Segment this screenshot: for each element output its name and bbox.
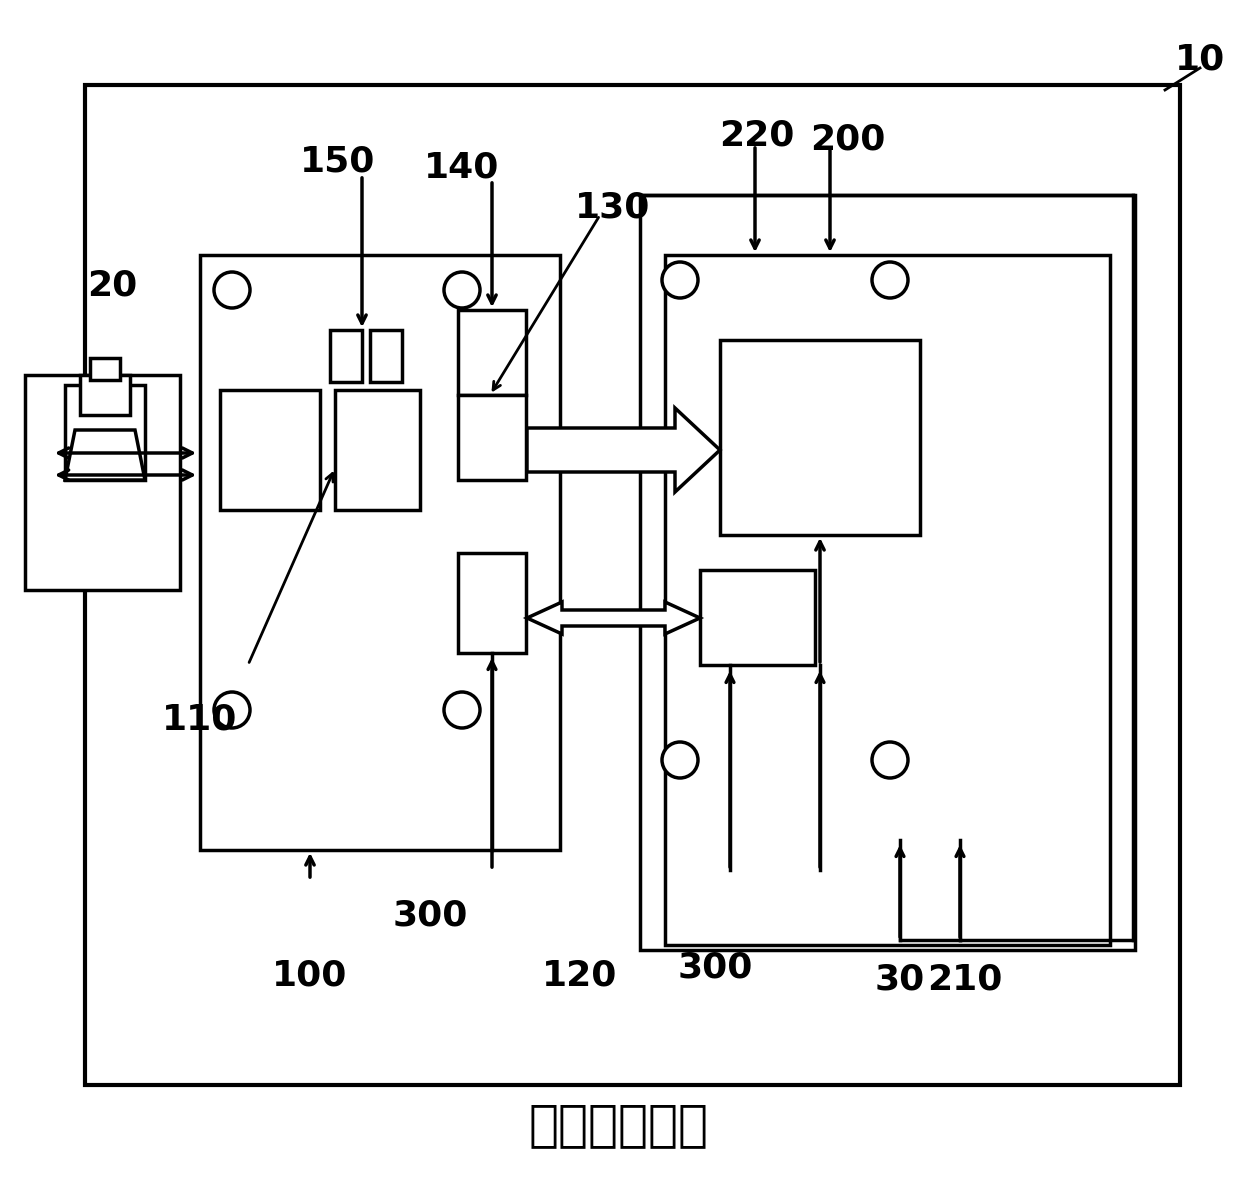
Polygon shape xyxy=(64,430,145,480)
Bar xyxy=(720,340,921,535)
Circle shape xyxy=(662,742,698,778)
Polygon shape xyxy=(527,408,720,492)
Text: 120: 120 xyxy=(543,958,618,992)
Circle shape xyxy=(444,272,479,308)
Bar xyxy=(90,358,120,380)
Bar xyxy=(64,385,145,480)
Bar xyxy=(330,331,362,382)
Text: 150: 150 xyxy=(300,145,375,180)
Bar xyxy=(458,310,527,395)
Bar xyxy=(458,395,527,480)
Text: 300: 300 xyxy=(393,898,467,932)
Text: 220: 220 xyxy=(720,118,794,152)
Text: 300: 300 xyxy=(678,951,752,984)
Bar xyxy=(25,375,180,590)
Text: 200: 200 xyxy=(810,122,886,157)
Text: 100: 100 xyxy=(273,958,348,992)
Bar xyxy=(335,390,420,510)
Bar xyxy=(641,195,1135,950)
Text: 30: 30 xyxy=(875,963,926,998)
Bar xyxy=(458,553,527,653)
Bar xyxy=(370,331,401,382)
Circle shape xyxy=(662,262,698,298)
Bar xyxy=(199,254,560,850)
Circle shape xyxy=(214,692,250,728)
Text: 110: 110 xyxy=(162,703,238,737)
Text: 140: 140 xyxy=(424,151,499,185)
Bar xyxy=(221,390,320,510)
Bar xyxy=(85,84,1180,1086)
Circle shape xyxy=(444,692,479,728)
Bar xyxy=(700,570,815,665)
Text: 20: 20 xyxy=(87,268,138,302)
Circle shape xyxy=(872,262,908,298)
Text: 210: 210 xyxy=(927,963,1002,998)
Text: 130: 130 xyxy=(575,191,650,225)
Bar xyxy=(81,375,130,415)
Bar xyxy=(665,254,1110,945)
Text: 芯片测试装置: 芯片测试装置 xyxy=(529,1101,709,1149)
Text: 10: 10 xyxy=(1175,43,1225,77)
Polygon shape xyxy=(527,602,700,634)
Circle shape xyxy=(214,272,250,308)
Circle shape xyxy=(872,742,908,778)
